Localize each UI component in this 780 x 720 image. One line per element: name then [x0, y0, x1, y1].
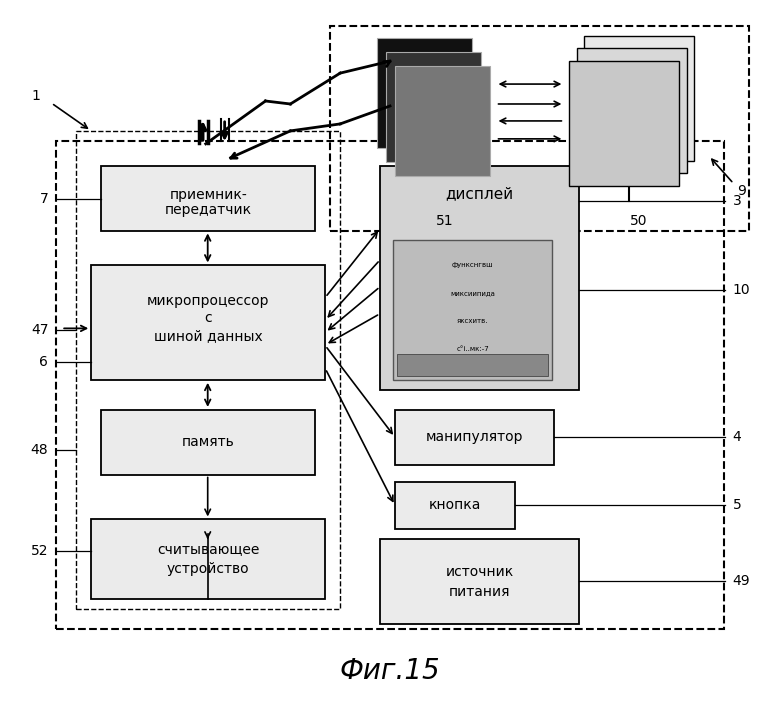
Text: 4: 4 — [732, 430, 742, 444]
Text: источник: источник — [445, 564, 514, 579]
Bar — [577, 48, 687, 173]
Text: 3: 3 — [732, 194, 742, 207]
Text: память: память — [182, 435, 235, 449]
Bar — [330, 27, 749, 230]
Text: 51: 51 — [436, 214, 454, 228]
Text: устройство: устройство — [167, 562, 250, 576]
Text: приемник-: приемник- — [169, 188, 247, 202]
Text: манипулятор: манипулятор — [426, 431, 523, 444]
Text: передатчик: передатчик — [165, 203, 252, 217]
Text: миксиипида: миксиипида — [450, 290, 495, 296]
Bar — [101, 166, 315, 230]
Bar — [377, 38, 472, 148]
Text: 49: 49 — [732, 574, 750, 588]
Text: 48: 48 — [30, 443, 48, 456]
Bar — [380, 166, 580, 390]
Text: функснгвш: функснгвш — [452, 262, 494, 269]
Bar — [584, 36, 694, 161]
Text: яксхитв.: яксхитв. — [457, 318, 488, 324]
Text: 5: 5 — [732, 498, 742, 513]
Text: дисплей: дисплей — [445, 186, 514, 201]
Text: с: с — [204, 310, 212, 325]
Text: 47: 47 — [31, 323, 48, 337]
Text: считывающее: считывающее — [157, 542, 260, 557]
Bar — [569, 61, 679, 186]
Text: Фиг.15: Фиг.15 — [339, 657, 441, 685]
Text: питания: питания — [449, 585, 510, 598]
Bar — [91, 266, 325, 380]
Bar — [91, 519, 325, 599]
Text: 6: 6 — [40, 355, 48, 369]
Text: 9: 9 — [736, 184, 746, 198]
Text: 10: 10 — [732, 283, 750, 297]
Bar — [395, 482, 515, 529]
Bar — [76, 131, 340, 609]
Bar — [380, 539, 580, 624]
Bar — [395, 410, 555, 464]
Text: 52: 52 — [31, 544, 48, 558]
Bar — [101, 410, 315, 474]
Bar — [56, 141, 724, 629]
Text: 7: 7 — [40, 192, 48, 206]
Text: кнопка: кнопка — [428, 498, 481, 513]
Bar — [397, 354, 548, 376]
Bar — [393, 240, 552, 380]
Text: с°i..мк:-7: с°i..мк:-7 — [456, 346, 489, 352]
Text: шиной данных: шиной данных — [154, 330, 263, 343]
Bar — [395, 66, 490, 176]
Text: 50: 50 — [630, 214, 647, 228]
Text: 1: 1 — [32, 89, 41, 103]
Bar — [386, 52, 480, 162]
Text: микропроцессор: микропроцессор — [147, 294, 269, 307]
